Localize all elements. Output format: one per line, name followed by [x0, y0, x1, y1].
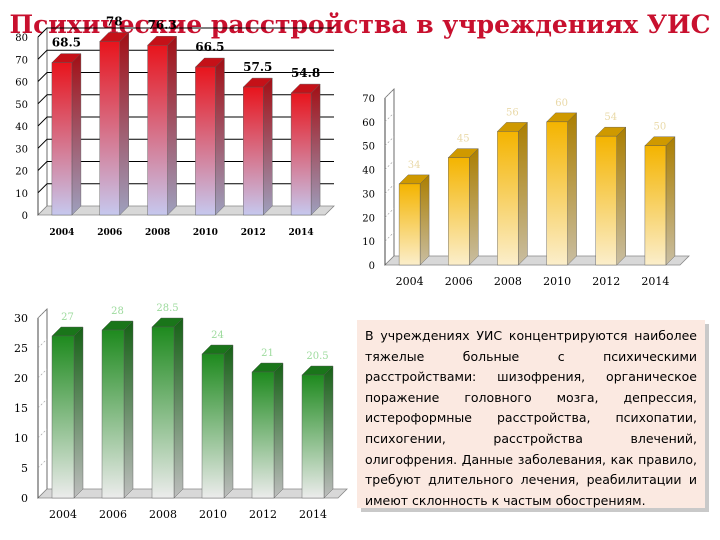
bar [290, 83, 321, 216]
data-label: 57.5 [243, 60, 272, 74]
gridline [37, 49, 334, 60]
gridline [37, 94, 334, 105]
gridline [37, 138, 334, 149]
bar [447, 148, 479, 266]
gridline [37, 116, 334, 127]
bar [546, 112, 578, 266]
gridline [37, 72, 334, 82]
description-text: В учреждениях УИС концентрируются наибол… [357, 320, 705, 508]
bar [51, 326, 84, 499]
y-tick-label: 0 [21, 492, 28, 505]
data-label: 66.5 [195, 40, 224, 54]
y-tick-label: 10 [14, 432, 28, 445]
data-label: 76.3 [147, 18, 176, 32]
y-tick-label: 5 [21, 462, 28, 475]
x-tick-label: 2006 [445, 275, 473, 288]
y-tick-label: 20 [14, 372, 28, 385]
bar [496, 121, 528, 266]
x-tick-label: 2004 [396, 275, 424, 288]
y-tick-label: 50 [15, 100, 28, 111]
y-tick-label: 0 [369, 261, 375, 272]
data-label: 28 [111, 306, 124, 317]
bar [644, 136, 676, 266]
x-tick-label: 2014 [641, 275, 669, 288]
y-tick-label: 15 [14, 402, 28, 415]
x-tick-label: 2004 [49, 508, 77, 521]
data-label: 27 [61, 312, 74, 323]
data-label: 34 [408, 160, 421, 171]
x-tick-label: 2014 [299, 508, 327, 521]
x-tick-label: 2010 [543, 275, 571, 288]
bar [398, 174, 430, 266]
y-tick-label: 30 [362, 189, 375, 200]
x-tick-label: 2008 [149, 508, 177, 521]
y-tick-label: 30 [15, 144, 28, 155]
bar [251, 362, 284, 499]
gridline [37, 183, 334, 194]
data-label: 28.5 [156, 303, 178, 314]
x-tick-label: 2012 [249, 508, 277, 521]
data-label: 50 [654, 122, 667, 133]
bar [151, 317, 184, 499]
bar [595, 126, 627, 266]
x-tick-label: 2010 [193, 228, 218, 238]
y-tick-label: 60 [362, 118, 375, 129]
data-label: 24 [211, 330, 224, 341]
y-tick-label: 30 [14, 312, 28, 325]
side-wall [384, 88, 395, 266]
gridline [37, 27, 334, 38]
data-label: 21 [261, 348, 274, 359]
bar [194, 57, 225, 216]
bar [51, 53, 82, 216]
green-bar-chart: 0 5 10 15 20 25 30 27 2004 28 2006 28.5 2008 24 2010 21… [14, 303, 348, 521]
y-tick-label: 0 [22, 211, 28, 222]
y-tick-label: 60 [15, 78, 28, 89]
data-label: 60 [555, 98, 568, 109]
x-tick-label: 2012 [592, 275, 620, 288]
data-label: 54 [604, 112, 617, 123]
red-bar-chart: 0 10 20 30 40 50 60 70 80 68.5 2004 78 2006 76.3 2008 6… [15, 14, 335, 238]
bar [147, 35, 178, 216]
x-tick-label: 2004 [49, 228, 74, 238]
floor [37, 205, 335, 216]
y-tick-label: 40 [15, 122, 28, 133]
x-tick-label: 2006 [99, 508, 127, 521]
floor [37, 488, 348, 499]
gridline [37, 161, 334, 171]
x-tick-label: 2008 [494, 275, 522, 288]
x-tick-label: 2014 [289, 228, 314, 238]
data-label: 45 [457, 134, 470, 145]
y-tick-label: 50 [362, 142, 375, 153]
floor [384, 255, 690, 266]
data-label: 54.8 [291, 66, 320, 80]
y-tick-label: 20 [362, 213, 375, 224]
bar [99, 31, 130, 216]
x-tick-label: 2010 [199, 508, 227, 521]
y-tick-label: 70 [362, 94, 375, 105]
data-label: 68.5 [52, 36, 81, 50]
side-wall [37, 308, 48, 499]
gold-bar-chart: 0 10 20 30 40 50 60 70 34 2004 45 2006 56 2008 60 2010 5… [362, 88, 690, 288]
y-tick-label: 80 [15, 33, 28, 44]
bar [201, 344, 234, 499]
bar [242, 77, 273, 216]
x-tick-label: 2008 [145, 228, 170, 238]
y-tick-label: 10 [362, 237, 375, 248]
data-label: 56 [506, 107, 519, 118]
y-tick-label: 40 [362, 166, 375, 177]
y-tick-label: 70 [15, 55, 28, 66]
y-tick-label: 10 [15, 189, 28, 200]
x-tick-label: 2012 [241, 228, 266, 238]
y-tick-label: 20 [15, 167, 28, 178]
data-label: 20.5 [306, 351, 328, 362]
bar [301, 365, 334, 499]
y-tick-label: 25 [14, 342, 28, 355]
data-label: 78 [106, 14, 123, 28]
bar [101, 320, 134, 499]
x-tick-label: 2006 [97, 228, 122, 238]
